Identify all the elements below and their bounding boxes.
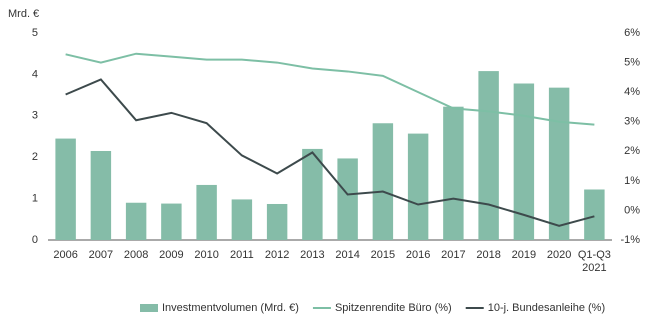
bar [231, 199, 253, 240]
y-tick-label: 5 [32, 27, 38, 39]
y-tick-label: 1 [32, 193, 38, 205]
x-tick-label: 2011 [230, 249, 254, 261]
bar [548, 87, 570, 240]
x-tick-label: 2009 [159, 249, 183, 261]
x-tick-label: 2012 [265, 249, 289, 261]
y-axis-label: Mrd. € [8, 8, 39, 20]
x-tick-label: 2007 [89, 249, 113, 261]
legend-label: Spitzenrendite Büro (%) [335, 302, 452, 314]
legend-label: 10-j. Bundesanleihe (%) [488, 302, 605, 314]
bar [161, 203, 182, 240]
bar [55, 138, 76, 240]
bar [513, 83, 535, 241]
y2-tick-label: 4% [624, 86, 640, 98]
y-tick-label: 2 [32, 151, 38, 163]
x-tick-label: 2019 [512, 249, 536, 261]
y-tick-label: 3 [32, 110, 38, 122]
x-tick-label: 2014 [335, 249, 359, 261]
y-tick-label: 0 [32, 234, 38, 246]
y2-tick-label: 5% [624, 56, 640, 68]
y2-tick-label: 0% [624, 204, 640, 216]
y-tick-label: 4 [32, 68, 38, 80]
x-tick-label: 2006 [53, 249, 77, 261]
bar [196, 184, 217, 240]
x-tick-label: 2016 [406, 249, 430, 261]
line [65, 52, 595, 126]
x-tick-label: 2013 [300, 249, 324, 261]
bar [584, 189, 605, 240]
bar [337, 158, 358, 240]
x-tick-label: 2010 [194, 249, 218, 261]
y2-tick-label: 3% [624, 116, 640, 128]
bar [266, 203, 288, 240]
bar [302, 148, 323, 240]
x-tick-label: Q1-Q3 2021 [578, 249, 611, 274]
bar [407, 133, 429, 240]
x-tick-label: 2008 [124, 249, 148, 261]
y2-tick-label: 2% [624, 145, 640, 157]
x-tick-label: 2018 [476, 249, 500, 261]
legend-label: Investmentvolumen (Mrd. €) [162, 302, 299, 314]
x-tick-label: 2017 [441, 249, 465, 261]
x-tick-label: 2015 [371, 249, 395, 261]
bar [443, 106, 464, 240]
bar [372, 123, 394, 240]
y2-tick-label: 6% [624, 27, 640, 39]
legend-swatch [140, 304, 158, 312]
y2-tick-label: -1% [620, 234, 640, 246]
y2-tick-label: 1% [624, 175, 640, 187]
bar [478, 71, 499, 240]
bar [90, 150, 112, 240]
line [65, 78, 595, 227]
x-tick-label: 2020 [547, 249, 571, 261]
bar [125, 202, 147, 240]
